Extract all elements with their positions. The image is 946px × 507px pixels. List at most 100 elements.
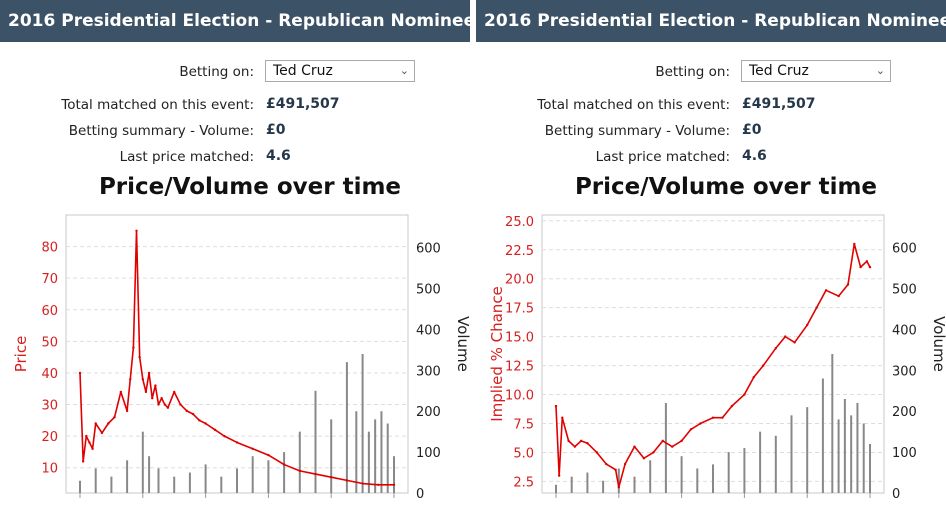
y2-tick-label: 200 — [416, 405, 441, 420]
y2-axis-title: Volume — [930, 316, 946, 372]
volume-summary-value: £0 — [742, 122, 762, 138]
price-point — [743, 393, 746, 396]
y-tick-label: 20.0 — [505, 273, 534, 288]
price-point — [752, 375, 756, 379]
price-point — [670, 445, 674, 448]
chevron-down-icon: ⌄ — [399, 64, 409, 77]
price-point — [147, 371, 151, 375]
price-point — [138, 355, 141, 359]
y2-tick-label: 300 — [892, 364, 917, 379]
y-tick-label: 70 — [41, 272, 58, 287]
betting-on-select[interactable]: Ted Cruz ⌄ — [265, 60, 415, 82]
last-price-value: 4.6 — [742, 148, 767, 164]
y2-axis-title: Volume — [454, 316, 470, 372]
y2-tick-label: 0 — [892, 487, 900, 502]
chevron-down-icon: ⌄ — [875, 64, 885, 77]
betting-on-value: Ted Cruz — [273, 63, 333, 79]
price-point — [251, 447, 254, 450]
y2-tick-label: 400 — [416, 323, 441, 338]
price-point — [282, 463, 286, 466]
y-tick-label: 22.5 — [505, 244, 534, 259]
price-point — [699, 422, 702, 425]
price-point — [868, 265, 872, 269]
price-point — [113, 415, 116, 419]
price-point — [784, 335, 787, 338]
price-point — [730, 404, 734, 408]
price-point — [107, 422, 110, 425]
price-point — [119, 390, 123, 394]
chart-title: Price/Volume over time — [98, 174, 402, 200]
price-point — [579, 439, 583, 443]
price-point — [561, 416, 564, 419]
price-point — [392, 483, 396, 486]
price-point — [846, 283, 850, 286]
price-point — [141, 378, 144, 381]
price-volume-chart: 2.5 5.0 7.5 10.0 12.5 15.0 17.5 20.0 22.5 25.0 0 10… — [488, 214, 946, 502]
price-point — [633, 445, 636, 448]
price-point — [865, 260, 869, 263]
left-panel: 2016 Presidential Election - Republican … — [0, 0, 470, 507]
panel-header: 2016 Presidential Election - Republican … — [476, 0, 946, 42]
betting-on-value: Ted Cruz — [749, 63, 809, 79]
price-point — [144, 390, 148, 394]
price-volume-chart: 10 20 30 40 50 60 70 80 0 100 200 300 400 500 600 Price… — [12, 214, 470, 502]
volume-summary-label: Betting summary - Volume: — [68, 123, 254, 139]
y-tick-label: 10 — [41, 462, 58, 477]
price-point — [163, 403, 166, 406]
price-point — [223, 434, 226, 438]
y-tick-label: 30 — [41, 399, 58, 414]
price-point — [721, 416, 724, 419]
price-point — [567, 439, 570, 443]
price-point — [652, 451, 655, 454]
price-point — [94, 422, 97, 425]
price-point — [793, 341, 796, 344]
price-point — [689, 428, 693, 431]
price-point — [129, 378, 132, 381]
price-point — [557, 474, 561, 477]
total-matched-label: Total matched on this event: — [61, 97, 254, 113]
price-point — [154, 384, 157, 387]
y2-tick-label: 400 — [892, 323, 917, 338]
y2-tick-label: 300 — [416, 364, 441, 379]
y2-tick-label: 600 — [416, 242, 441, 257]
price-point — [345, 479, 349, 482]
price-point — [166, 406, 170, 409]
price-point — [179, 403, 182, 406]
price-point — [135, 229, 138, 232]
total-matched-label: Total matched on this event: — [537, 97, 730, 113]
panel-header: 2016 Presidential Election - Republican … — [0, 0, 470, 42]
price-point — [213, 428, 217, 432]
price-point — [198, 419, 201, 422]
price-point — [173, 390, 176, 394]
y2-tick-label: 500 — [416, 283, 441, 298]
y-tick-label: 50 — [41, 335, 58, 350]
y-tick-label: 17.5 — [505, 302, 534, 317]
y-tick-label: 40 — [41, 367, 58, 382]
betting-on-select[interactable]: Ted Cruz ⌄ — [741, 60, 891, 82]
last-price-label: Last price matched: — [595, 149, 730, 165]
y-axis-title: Implied % Chance — [488, 286, 506, 422]
last-price-label: Last price matched: — [119, 149, 254, 165]
price-point — [125, 409, 129, 413]
price-point — [859, 265, 862, 269]
price-point — [762, 364, 765, 367]
price-point — [605, 462, 608, 466]
price-line — [555, 243, 871, 489]
price-point — [330, 476, 333, 479]
price-point — [711, 416, 715, 419]
price-point — [824, 289, 828, 292]
y2-tick-label: 200 — [892, 405, 917, 420]
y-tick-label: 25.0 — [505, 215, 534, 230]
y-tick-label: 15.0 — [505, 331, 534, 346]
price-point — [853, 242, 856, 246]
price-point — [377, 483, 380, 486]
price-point — [81, 460, 85, 463]
price-point — [298, 469, 301, 473]
last-price-value: 4.6 — [266, 148, 291, 164]
right-panel: 2016 Presidential Election - Republican … — [476, 0, 946, 507]
price-point — [78, 371, 82, 375]
price-point — [91, 447, 94, 450]
betting-on-label: Betting on: — [655, 64, 730, 80]
price-point — [132, 346, 135, 349]
y2-tick-label: 0 — [416, 487, 424, 502]
